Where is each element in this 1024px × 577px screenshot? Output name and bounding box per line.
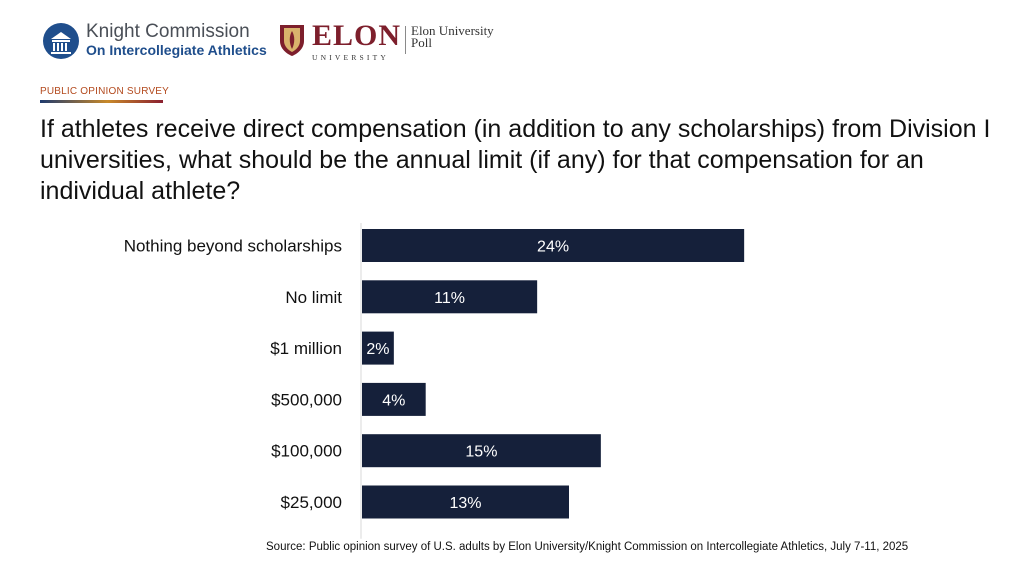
elon-poll-label: Elon University Poll [411, 23, 494, 50]
category-label: $25,000 [281, 493, 342, 512]
elon-university-word: UNIVERSITY [312, 53, 389, 62]
elon-university-logo: ELON UNIVERSITY [312, 19, 402, 63]
chart-title: If athletes receive direct compensation … [40, 115, 991, 205]
survey-label-underline [40, 100, 163, 103]
bar [362, 485, 569, 519]
survey-label: PUBLIC OPINION SURVEY [40, 86, 170, 97]
category-label: $500,000 [271, 390, 342, 409]
knight-commission-logo-text: Knight Commission On Intercollegiate Ath… [86, 22, 267, 59]
elon-poll-line-2: Poll [411, 35, 432, 50]
bar [362, 331, 394, 365]
bar [362, 434, 601, 468]
elon-shield-icon [280, 25, 304, 56]
data-label: 15% [465, 444, 497, 461]
data-label: 13% [449, 495, 481, 512]
source-note: Source: Public opinion survey of U.S. ad… [266, 541, 909, 553]
bar [362, 382, 426, 416]
elon-name: ELON [312, 19, 402, 52]
category-label: No limit [285, 288, 342, 307]
data-label: 2% [366, 341, 389, 358]
elon-poll-line-1: Elon University [411, 23, 494, 38]
knight-commission-seal-icon [43, 23, 79, 59]
data-label: 4% [382, 392, 405, 409]
knight-commission-name: Knight Commission [86, 21, 250, 42]
category-label: Nothing beyond scholarships [124, 237, 342, 256]
logo-divider [405, 26, 406, 54]
knight-commission-subtitle: On Intercollegiate Athletics [86, 42, 267, 58]
bar [362, 229, 745, 262]
category-label: $100,000 [271, 442, 342, 461]
bar [362, 280, 538, 314]
data-label: 24% [537, 239, 569, 256]
data-label: 11% [434, 290, 465, 307]
category-label: $1 million [270, 339, 342, 358]
